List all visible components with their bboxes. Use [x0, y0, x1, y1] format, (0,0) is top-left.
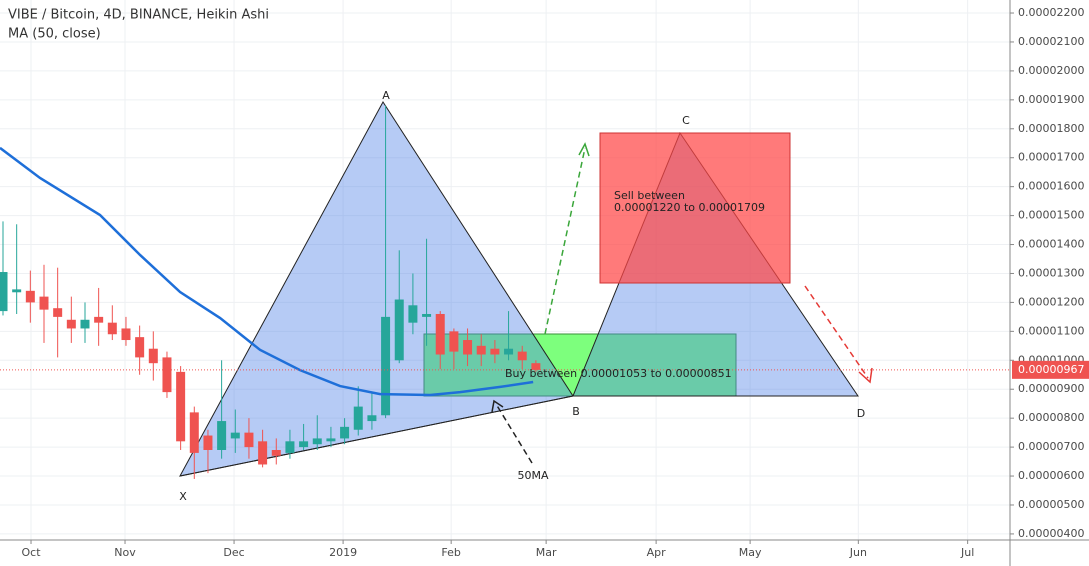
marks: [0, 105, 1010, 479]
y-tick-label: 0.00001900: [1018, 93, 1084, 106]
x-tick-label: Apr: [647, 546, 667, 559]
arrow-ma: [495, 403, 533, 464]
candle-body: [0, 272, 8, 312]
candle-body: [80, 319, 90, 329]
ma-label: 50MA: [517, 469, 548, 482]
candle-body: [271, 450, 281, 456]
candle-body: [230, 432, 240, 439]
y-tick-label: 0.00000600: [1018, 469, 1084, 482]
candle-body: [408, 305, 418, 323]
y-tick-label: 0.00001500: [1018, 209, 1084, 222]
candle-body: [189, 412, 199, 453]
candle-body: [285, 441, 295, 453]
last-price-label: 0.00000967: [1018, 363, 1084, 376]
y-tick-label: 0.00001100: [1018, 324, 1084, 337]
point-label: D: [857, 407, 865, 420]
x-tick-label: Jun: [849, 546, 867, 559]
sell-label: Sell between: [614, 189, 685, 202]
y-tick-label: 0.00002200: [1018, 6, 1084, 19]
candle-body: [25, 290, 35, 303]
y-tick-label: 0.00001800: [1018, 122, 1084, 135]
y-tick-label: 0.00001600: [1018, 180, 1084, 193]
sell-label: 0.00001220 to 0.00001709: [614, 201, 765, 214]
buy-label: Buy between 0.00001053 to 0.00000851: [505, 367, 732, 380]
candle-body: [258, 441, 268, 465]
candle-body: [66, 319, 76, 329]
x-tick-label: Nov: [114, 546, 136, 559]
candle-body: [148, 348, 158, 364]
chart-title: VIBE / Bitcoin, 4D, BINANCE, Heikin Ashi: [8, 8, 269, 23]
candle-body: [12, 289, 22, 293]
x-tick-label: May: [739, 546, 762, 559]
candle-body: [244, 432, 254, 448]
y-tick-label: 0.00000900: [1018, 382, 1084, 395]
candle-body: [299, 441, 309, 448]
candle-body: [39, 296, 49, 310]
buy-zone: [423, 333, 737, 397]
candle-body: [367, 415, 377, 422]
candle-body: [504, 348, 514, 355]
arrow-head: [578, 142, 590, 157]
axes: 0.00000400 0.00000500 0.00000600 0.00000700…: [22, 6, 1089, 559]
candle-body: [490, 348, 500, 355]
candle-body: [94, 316, 104, 323]
candle-body: [162, 357, 172, 393]
candle-body: [422, 313, 432, 317]
arrow-down: [804, 285, 869, 379]
candle-body: [217, 421, 227, 450]
point-label: X: [179, 490, 187, 503]
x-tick-label: Dec: [223, 546, 244, 559]
candle-body: [463, 340, 473, 355]
x-tick-label: 2019: [329, 546, 357, 559]
candle-body: [531, 363, 541, 370]
candle-body: [326, 438, 336, 442]
last-price-box: [1012, 360, 1089, 379]
grid: [0, 0, 1010, 540]
point-label: B: [572, 405, 580, 418]
y-tick-label: 0.00000800: [1018, 411, 1084, 424]
candle-body: [517, 351, 527, 361]
ma-line: [0, 146, 534, 397]
candle-body: [381, 316, 391, 416]
candle-body: [121, 328, 131, 341]
point-label: A: [382, 89, 390, 102]
y-tick-label: 0.00000400: [1018, 527, 1084, 540]
candle-body: [312, 438, 322, 445]
candle-body: [176, 371, 186, 442]
arrow-up: [544, 147, 586, 335]
candle-body: [107, 322, 117, 335]
candle-body: [394, 299, 404, 361]
arrow-head: [491, 399, 504, 413]
y-tick-label: 0.00002100: [1018, 35, 1084, 48]
point-label: C: [682, 114, 690, 127]
candle-body: [53, 308, 63, 317]
y-tick-label: 0.00001200: [1018, 295, 1084, 308]
arrow-head: [858, 367, 873, 384]
y-tick-label: 0.00001300: [1018, 266, 1084, 279]
x-tick-label: Mar: [536, 546, 557, 559]
y-tick-label: 0.00000500: [1018, 498, 1084, 511]
candle-body: [353, 406, 363, 430]
y-tick-label: 0.00002000: [1018, 64, 1084, 77]
pattern-xb: [179, 395, 574, 477]
y-tick-label: 0.00000700: [1018, 440, 1084, 453]
candle-body: [449, 331, 459, 352]
candle-body: [203, 435, 213, 450]
candle-body: [435, 313, 445, 355]
candle-body: [476, 345, 486, 355]
x-tick-label: Jul: [960, 546, 974, 559]
candle-body: [340, 426, 350, 439]
candle-body: [135, 337, 145, 358]
x-tick-label: Oct: [22, 546, 42, 559]
y-tick-label: 0.00001700: [1018, 151, 1084, 164]
y-tick-label: 0.00001400: [1018, 238, 1084, 251]
x-tick-label: Feb: [441, 546, 460, 559]
legend-entry: MA (50, close): [8, 27, 101, 42]
sell-zone: [599, 132, 791, 284]
